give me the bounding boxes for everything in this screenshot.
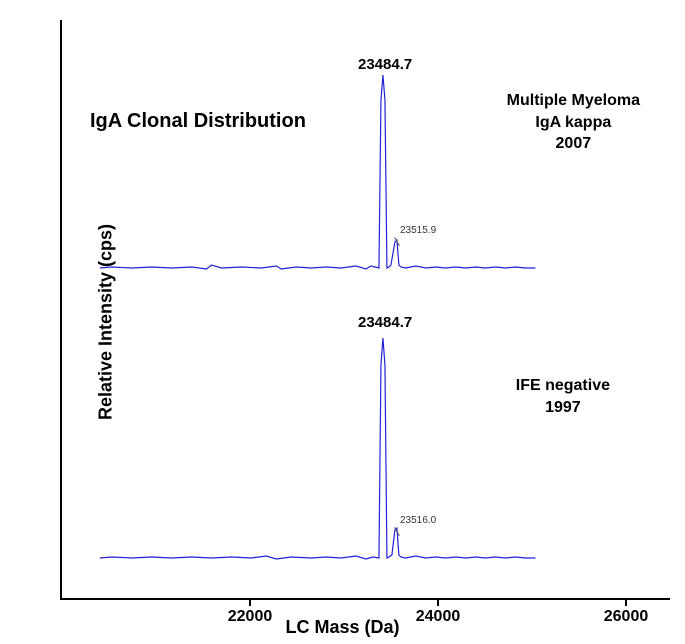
top-minor-peak-label: 23515.9 bbox=[400, 225, 436, 236]
x-tick-label-3: 26000 bbox=[604, 608, 649, 626]
spectrum-bottom bbox=[62, 330, 670, 560]
bottom-panel-line1: IFE negative bbox=[516, 375, 610, 397]
top-main-peak-label: 23484.7 bbox=[358, 56, 412, 73]
plot-area: IgA Clonal Distribution 23484.7 23515.9 … bbox=[60, 20, 670, 600]
top-panel-line3: 2007 bbox=[507, 133, 640, 155]
x-tick-label-1: 22000 bbox=[228, 608, 273, 626]
x-axis-label: LC Mass (Da) bbox=[285, 617, 399, 638]
top-panel-line2: IgA kappa bbox=[507, 112, 640, 134]
x-tick-mark-2 bbox=[437, 598, 439, 606]
x-tick-mark-3 bbox=[625, 598, 627, 606]
bottom-panel-label: IFE negative 1997 bbox=[516, 375, 610, 418]
bottom-panel-line2: 1997 bbox=[516, 397, 610, 419]
x-tick-label-2: 24000 bbox=[416, 608, 461, 626]
bottom-minor-peak-label: 23516.0 bbox=[400, 515, 436, 526]
x-tick-mark-1 bbox=[249, 598, 251, 606]
top-panel-line1: Multiple Myeloma bbox=[507, 90, 640, 112]
bottom-main-peak-label: 23484.7 bbox=[358, 314, 412, 331]
top-panel-label: Multiple Myeloma IgA kappa 2007 bbox=[507, 90, 640, 155]
